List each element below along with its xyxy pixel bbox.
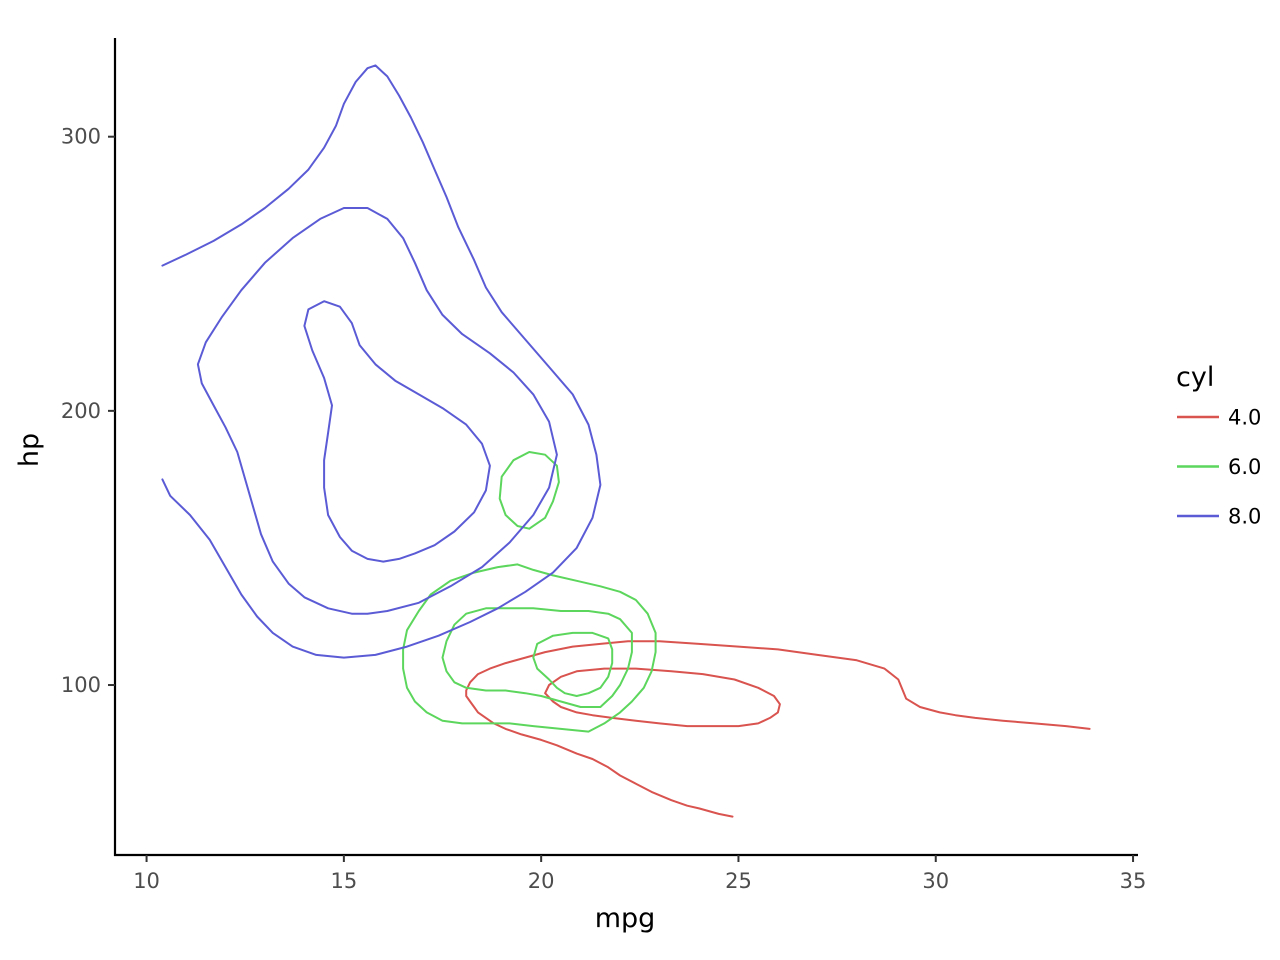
x-axis-title: mpg — [595, 903, 656, 934]
legend-label: 6.0 — [1228, 455, 1261, 479]
series-layer — [161, 64, 1091, 818]
contour-line-8.0-2 — [196, 207, 558, 615]
contour-line-6.0-4 — [498, 451, 560, 530]
contour-line-4.0-1 — [465, 640, 1091, 818]
y-axis-title: hp — [14, 433, 45, 467]
contour-line-8.0-3 — [303, 300, 491, 563]
y-tick-label: 200 — [61, 399, 101, 423]
x-axis-ticks: 10 15 20 25 30 35 — [133, 855, 1146, 893]
legend-item-6.0: 6.0 — [1177, 455, 1261, 479]
contour-line-8.0-1 — [161, 64, 602, 659]
legend: cyl 4.0 6.0 8.0 — [1176, 362, 1261, 529]
legend-entries: 4.0 6.0 8.0 — [1177, 406, 1261, 529]
series-4.0 — [465, 640, 1091, 818]
y-tick-label: 300 — [61, 125, 101, 149]
legend-label: 8.0 — [1228, 505, 1261, 529]
x-tick-label: 25 — [725, 869, 752, 893]
series-6.0 — [402, 451, 657, 733]
contour-line-6.0-1 — [402, 563, 657, 733]
legend-item-8.0: 8.0 — [1177, 505, 1261, 529]
x-tick-label: 20 — [528, 869, 555, 893]
y-axis-ticks: 100 200 300 — [61, 125, 115, 697]
series-8.0 — [161, 64, 602, 659]
contour-line-6.0-3 — [532, 631, 614, 697]
x-tick-label: 30 — [922, 869, 949, 893]
contour-line-4.0-2 — [544, 667, 781, 728]
legend-title: cyl — [1176, 362, 1214, 393]
legend-item-4.0: 4.0 — [1177, 406, 1261, 430]
y-tick-label: 100 — [61, 673, 101, 697]
legend-label: 4.0 — [1228, 406, 1261, 430]
x-tick-label: 10 — [133, 869, 160, 893]
contour-line-6.0-2 — [441, 607, 633, 708]
x-tick-label: 35 — [1120, 869, 1147, 893]
x-tick-label: 15 — [330, 869, 357, 893]
